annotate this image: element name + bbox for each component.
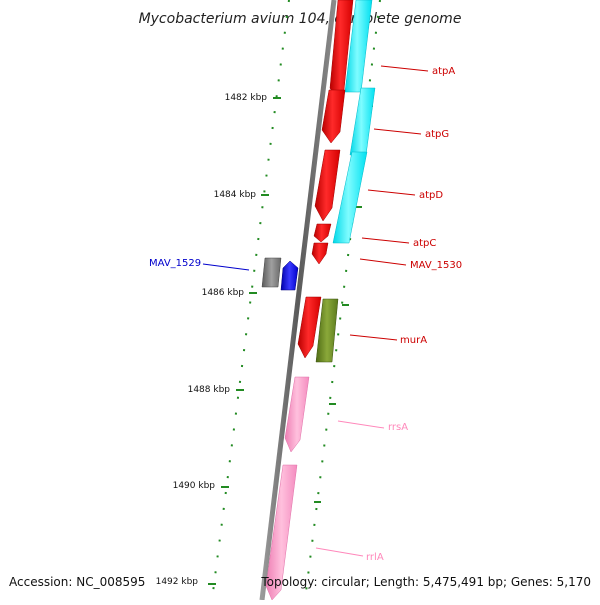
gene-label-rrlA: rrlA — [366, 552, 384, 563]
topology-text: Topology: circular; Length: 5,475,491 bp… — [260, 575, 591, 589]
gene-label-rrsA: rrsA — [388, 422, 408, 433]
gene-atpC[interactable] — [313, 223, 332, 243]
map-title: Mycobacterium avium 104, complete genome — [139, 11, 462, 27]
gene-atpD-reverse[interactable] — [332, 151, 368, 244]
gene-MAV_1530[interactable] — [311, 242, 329, 265]
gene-label-atpD: atpD — [419, 190, 443, 201]
gene-label-MAV_1530: MAV_1530 — [410, 260, 462, 271]
label-leaders — [202, 65, 429, 557]
gene-label-atpA: atpA — [432, 66, 455, 77]
gene-MAV_1529[interactable] — [261, 257, 282, 288]
genome-backbone — [259, 0, 337, 601]
gene-atpG-reverse[interactable] — [349, 87, 376, 156]
tick-label-1484: 1484 kbp — [214, 190, 257, 200]
gene-atpD[interactable] — [314, 149, 341, 222]
feature-murA-green[interactable] — [315, 298, 339, 363]
gene-murA[interactable] — [297, 296, 322, 359]
gene-label-MAV_1529: MAV_1529 — [149, 258, 201, 269]
gene-rrlA[interactable] — [265, 464, 298, 601]
gene-atpG[interactable] — [321, 89, 346, 144]
gene-blue[interactable] — [280, 260, 299, 291]
major-ticks — [208, 97, 373, 585]
gene-label-murA: murA — [400, 335, 427, 346]
tick-label-1490: 1490 kbp — [173, 481, 216, 491]
tick-label-1488: 1488 kbp — [188, 385, 231, 395]
gene-rrsA[interactable] — [284, 376, 310, 453]
tick-label-1492: 1492 kbp — [156, 577, 199, 587]
tick-label-1482: 1482 kbp — [225, 93, 268, 103]
gene-label-atpG: atpG — [425, 129, 449, 140]
gene-label-atpC: atpC — [413, 238, 436, 249]
tick-label-1486: 1486 kbp — [202, 288, 245, 298]
accession-text: Accession: NC_008595 — [9, 575, 145, 589]
